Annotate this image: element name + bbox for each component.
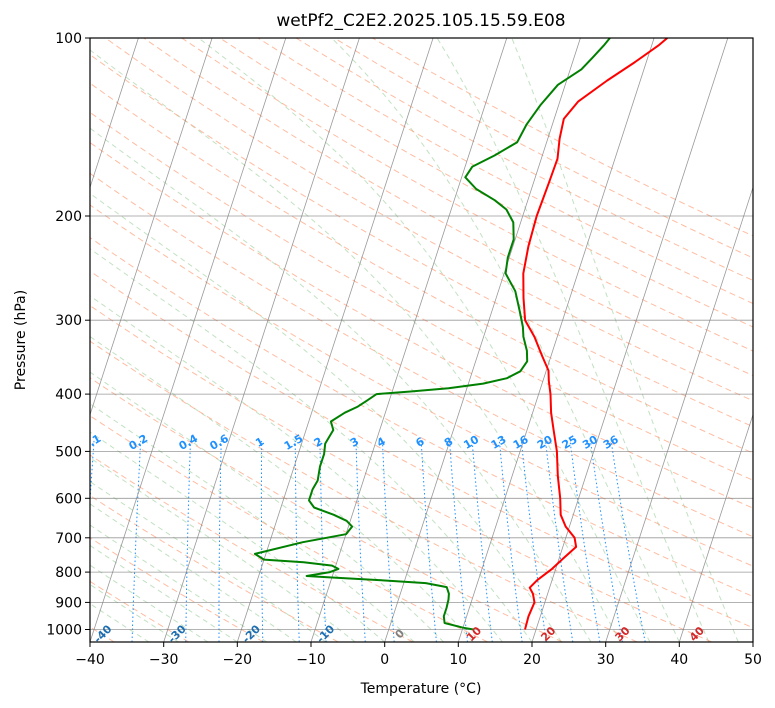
moist-adiabat-line bbox=[90, 403, 415, 642]
mixing-ratio-line bbox=[185, 440, 191, 642]
y-tick-label: 200 bbox=[55, 209, 82, 225]
y-axis-label: Pressure (hPa) bbox=[13, 290, 29, 390]
x-axis-label: Temperature (°C) bbox=[360, 681, 482, 697]
plot-frame bbox=[89, 37, 754, 643]
isotherm-line bbox=[90, 38, 287, 642]
x-tick-label: −20 bbox=[223, 652, 253, 668]
mixing-ratio-line bbox=[498, 440, 523, 642]
moist-adiabat-line bbox=[511, 38, 739, 642]
x-tick-label: −40 bbox=[75, 652, 105, 668]
y-tick-label: 500 bbox=[55, 444, 82, 460]
moist-adiabats bbox=[90, 38, 739, 642]
y-tick-label: 900 bbox=[55, 595, 82, 611]
isotherm-line bbox=[605, 186, 753, 642]
mixing-ratio-line bbox=[355, 440, 366, 642]
dry-adiabat-line bbox=[257, 38, 753, 305]
dry-adiabat-line bbox=[90, 340, 638, 642]
y-tick-label: 800 bbox=[55, 565, 82, 581]
x-tick-label: 0 bbox=[380, 652, 389, 668]
dry-adiabat-line bbox=[90, 377, 563, 642]
y-tick-label: 700 bbox=[55, 531, 82, 547]
mixing-ratio-line bbox=[260, 440, 264, 642]
moist-adiabat-line bbox=[90, 503, 297, 642]
y-tick-label: 400 bbox=[55, 387, 82, 403]
x-tick-label: 10 bbox=[449, 652, 467, 668]
isotherm-line bbox=[310, 38, 508, 642]
mixing-ratio-line bbox=[590, 440, 623, 642]
moist-adiabat-line bbox=[90, 295, 503, 642]
x-tick-label: −30 bbox=[149, 652, 179, 668]
mixing-ratio-line bbox=[471, 440, 493, 642]
temperature-profile-line bbox=[522, 38, 668, 630]
mixing-ratio-line bbox=[218, 440, 222, 642]
isotherm-line bbox=[236, 38, 434, 642]
x-tick-label: 50 bbox=[744, 652, 762, 668]
dewpoint-profile-line bbox=[253, 38, 611, 631]
moist-adiabat-line bbox=[90, 457, 356, 642]
dry-adiabat-line bbox=[90, 111, 753, 481]
isotherm-line bbox=[90, 38, 213, 416]
mixing-ratio-line bbox=[520, 440, 547, 642]
isotherm-line bbox=[457, 38, 655, 642]
moist-adiabat-line bbox=[90, 544, 238, 642]
x-tick-label: 30 bbox=[597, 652, 615, 668]
x-tick-label: 40 bbox=[670, 652, 688, 668]
mixing-ratio-line bbox=[294, 440, 300, 642]
moist-adiabat-line bbox=[331, 38, 680, 642]
isotherm-line bbox=[384, 38, 581, 642]
chart-title: wetPf2_C2E2.2025.105.15.59.E08 bbox=[276, 11, 565, 31]
y-tick-label: 600 bbox=[55, 491, 82, 507]
mixing-ratio-line bbox=[569, 440, 601, 642]
x-ticks: −40 −30 −20 −10 0 10 20 30 40 50 bbox=[75, 642, 762, 668]
mixing-ratio-line bbox=[319, 440, 327, 642]
moist-adiabat-line bbox=[90, 480, 326, 642]
x-tick-label: 20 bbox=[523, 652, 541, 668]
dry-adiabat-line bbox=[105, 38, 753, 402]
y-ticks: 100 200 300 400 500 600 700 800 900 1000 bbox=[46, 31, 90, 639]
mixing-ratio-line bbox=[610, 440, 646, 642]
dry-adiabat-line bbox=[90, 270, 753, 629]
x-tick-label: −10 bbox=[296, 652, 326, 668]
isotherms bbox=[90, 38, 753, 642]
moist-adiabat-line bbox=[198, 38, 651, 642]
moist-adiabat-line bbox=[90, 127, 592, 642]
dry-adiabat-line bbox=[143, 38, 753, 377]
y-tick-label: 300 bbox=[55, 313, 82, 329]
mixing-ratio-lines bbox=[90, 440, 646, 642]
dry-adiabat-line bbox=[90, 415, 488, 642]
mixing-ratio-line bbox=[545, 440, 574, 642]
sounding-series bbox=[253, 38, 668, 631]
moist-adiabat-line bbox=[90, 335, 474, 642]
dry-adiabat-line bbox=[90, 82, 753, 454]
isotherm-line bbox=[678, 413, 753, 642]
moist-adiabat-line bbox=[90, 192, 562, 642]
mixing-ratio-line bbox=[131, 440, 142, 642]
isotherm-line bbox=[531, 38, 729, 642]
dry-adiabat-line bbox=[90, 236, 753, 598]
y-tick-label: 100 bbox=[55, 31, 82, 47]
dry-adiabat-line bbox=[90, 537, 264, 642]
moist-adiabat-line bbox=[90, 49, 621, 642]
dry-adiabat-line bbox=[90, 580, 190, 642]
dry-adiabat-line bbox=[90, 204, 753, 567]
mixing-ratio-line bbox=[420, 440, 437, 642]
y-tick-label: 1000 bbox=[46, 623, 82, 639]
mixing-ratio-line bbox=[449, 440, 468, 642]
moist-adiabat-line bbox=[90, 524, 268, 642]
dry-adiabat-line bbox=[90, 305, 712, 642]
isotherm-line bbox=[90, 38, 139, 189]
isotherm-line bbox=[163, 38, 360, 642]
isobars bbox=[90, 38, 753, 630]
